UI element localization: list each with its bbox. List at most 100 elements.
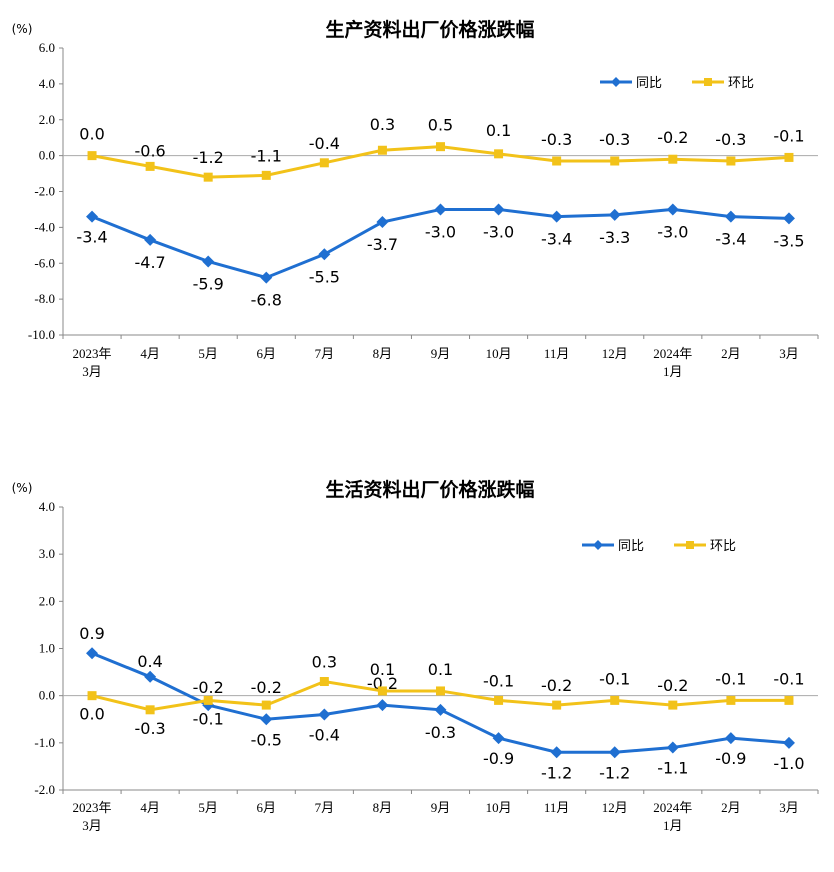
data-label: -0.3 (599, 130, 630, 149)
data-point-yoy (202, 255, 215, 268)
data-label: -3.0 (483, 222, 514, 241)
y-tick-label: -1.0 (34, 735, 55, 750)
data-label: -0.2 (541, 676, 572, 695)
data-point-yoy (376, 699, 389, 712)
data-point-mom (377, 145, 387, 155)
data-point-yoy (608, 746, 621, 759)
data-label: 0.1 (370, 660, 395, 679)
data-point-yoy (376, 215, 389, 228)
data-point-mom (87, 151, 97, 161)
data-point-yoy (782, 736, 795, 749)
legend-marker-mom (704, 78, 712, 86)
data-point-yoy (492, 732, 505, 745)
legend-label: 环比 (710, 539, 736, 554)
y-tick-label: -8.0 (34, 291, 55, 306)
data-label: -1.0 (773, 754, 804, 773)
data-label: -0.3 (135, 719, 166, 738)
data-label: -3.3 (599, 228, 630, 247)
data-point-yoy (144, 233, 157, 246)
legend-label: 同比 (636, 76, 662, 91)
data-point-mom (87, 691, 97, 701)
data-point-mom (784, 695, 794, 705)
data-point-yoy (550, 746, 563, 759)
data-point-yoy (260, 713, 273, 726)
data-point-mom (377, 686, 387, 696)
data-label: -1.1 (657, 759, 688, 778)
data-label: -3.4 (541, 230, 572, 249)
data-point-mom (145, 705, 155, 715)
data-point-yoy (434, 703, 447, 716)
series-line-yoy (91, 207, 790, 280)
data-label: -1.2 (541, 763, 572, 782)
production-materials-svg: 生产资料出厂价格涨跌幅 (%) 6.0 4.0 2.0 0.0 -2.0 -4.0 -6.0 -8… (12, 18, 819, 379)
data-point-yoy (550, 210, 563, 223)
y-tick-label: 0.0 (39, 148, 55, 163)
data-label: 0.1 (486, 121, 511, 140)
y-tick-label: 2.0 (39, 593, 55, 608)
data-point-yoy (260, 271, 273, 284)
legend-label: 同比 (618, 539, 644, 554)
data-label: -3.5 (773, 231, 804, 250)
x-tick-label: 2023年 3月 (73, 800, 112, 833)
x-tick-label: 2月 (721, 800, 741, 815)
x-tick-label: 3月 (779, 800, 799, 815)
data-label: -1.2 (599, 763, 630, 782)
y-tick-label: 2.0 (39, 112, 55, 127)
data-label: -0.1 (193, 709, 224, 728)
data-point-yoy (666, 203, 679, 216)
x-tick-label: 2月 (721, 346, 741, 361)
y-tick-label: -2.0 (34, 184, 55, 199)
data-label: -0.2 (251, 678, 282, 697)
data-point-yoy (86, 210, 99, 223)
legend-marker-yoy (611, 77, 621, 87)
x-tick-label: 4月 (140, 346, 160, 361)
data-label: -5.9 (193, 274, 224, 293)
data-label: -0.3 (541, 130, 572, 149)
data-label: -0.4 (309, 134, 340, 153)
x-tick-label: 11月 (544, 800, 570, 815)
data-label: -1.1 (251, 146, 282, 165)
x-tick-label: 5月 (198, 800, 218, 815)
data-point-mom (145, 161, 155, 171)
data-point-yoy (86, 647, 99, 660)
data-label: -3.7 (367, 235, 398, 254)
data-label: -0.1 (773, 126, 804, 145)
data-label: -3.4 (715, 230, 746, 249)
x-tick-label: 8月 (373, 346, 393, 361)
data-label: -0.9 (715, 749, 746, 768)
y-axis-unit: (%) (12, 22, 33, 36)
y-tick-label: 0.0 (39, 688, 55, 703)
data-point-mom (319, 677, 329, 687)
legend-label: 环比 (728, 76, 754, 91)
x-tick-label: 10月 (486, 800, 512, 815)
data-label: -0.6 (135, 141, 166, 160)
data-point-yoy (318, 708, 331, 721)
data-label: -3.0 (425, 222, 456, 241)
x-tick-label: 12月 (602, 800, 628, 815)
legend-marker-mom (686, 541, 694, 549)
data-point-mom (261, 700, 271, 710)
data-point-mom (726, 156, 736, 166)
data-label: 0.0 (79, 125, 104, 144)
data-label: -0.4 (309, 726, 340, 745)
x-tick-label: 11月 (544, 346, 570, 361)
data-label: -0.2 (657, 676, 688, 695)
data-point-yoy (724, 732, 737, 745)
data-point-mom (494, 695, 504, 705)
data-label: -0.1 (483, 671, 514, 690)
y-tick-label: 1.0 (39, 641, 55, 656)
x-tick-label: 2024年 1月 (653, 346, 692, 379)
data-label: -0.2 (657, 128, 688, 147)
data-label: -0.1 (715, 669, 746, 688)
x-tick-label: 7月 (315, 800, 335, 815)
y-tick-label: 4.0 (39, 499, 55, 514)
data-label: -1.2 (193, 148, 224, 167)
data-label: -0.1 (599, 669, 630, 688)
y-tick-label: -6.0 (34, 255, 55, 270)
y-tick-label: 3.0 (39, 546, 55, 561)
y-tick-label: 4.0 (39, 76, 55, 91)
data-label: -0.3 (425, 723, 456, 742)
data-label: 0.3 (312, 653, 337, 672)
data-label: -6.8 (251, 291, 282, 310)
data-point-yoy (492, 203, 505, 216)
